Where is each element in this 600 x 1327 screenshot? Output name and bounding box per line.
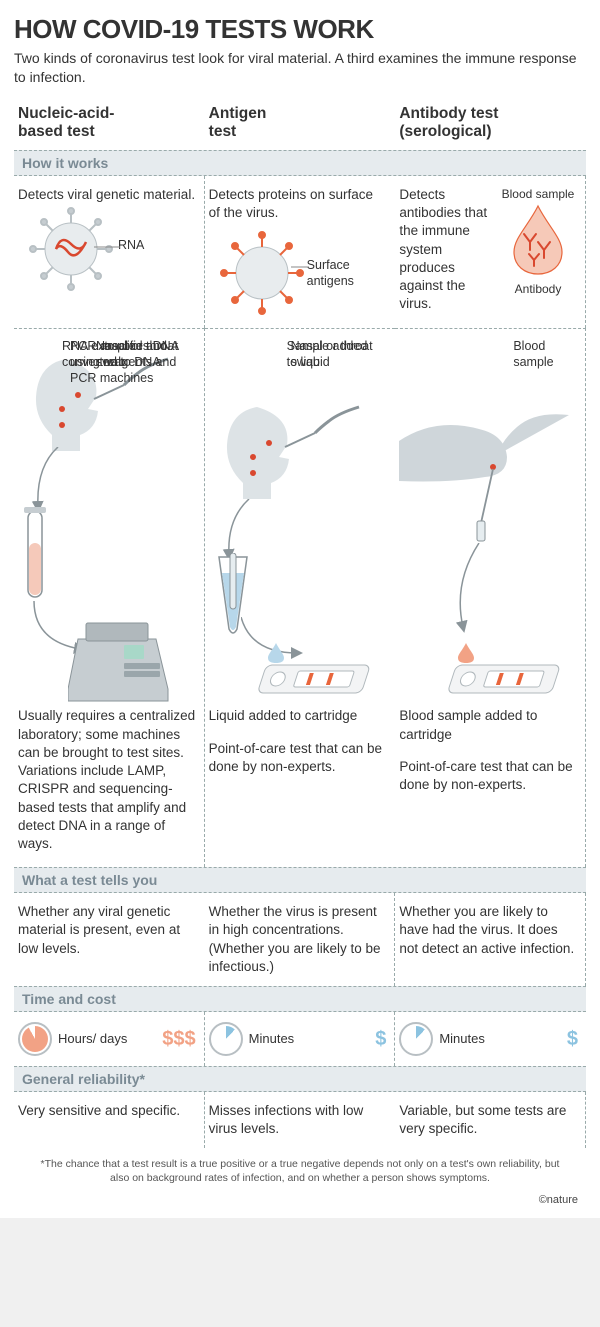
page-subtitle: Two kinds of coronavirus test look for v… (14, 49, 586, 87)
process-nucleic: Nasal or throat swab RNA extracted and c… (14, 328, 205, 867)
antibody-label: Antibody (499, 281, 577, 297)
pcr-label: PCR amplifies DNA using reagents and PCR… (70, 339, 190, 386)
tells-nucleic: Whether any viral genetic material is pr… (14, 893, 205, 986)
pcr-machine-icon (68, 615, 178, 705)
how-nucleic-text: Detects viral genetic material. (18, 186, 196, 204)
page-title: HOW COVID-19 TESTS WORK (14, 14, 586, 45)
virus-antigen-icon: Surface antigens (209, 228, 388, 318)
blood-label: Blood sample (513, 339, 583, 370)
section-what-tells: What a test tells you (14, 867, 586, 893)
reliability-nucleic: Very sensitive and specific. (14, 1092, 205, 1148)
how-antigen: Detects proteins on surface of the virus… (205, 176, 396, 328)
antibody-bottom2: Point-of-care test that can be done by n… (399, 758, 577, 794)
time-text: Minutes (439, 1030, 485, 1048)
cost-text: $$$ (162, 1026, 195, 1053)
timecost-nucleic: Hours/ days $$$ (14, 1012, 205, 1066)
cost-text: $ (567, 1026, 578, 1053)
clock-icon (209, 1022, 243, 1056)
head-swab-icon (209, 387, 379, 507)
blood-sample-label: Blood sample (499, 186, 577, 202)
credit: ©nature (14, 1192, 586, 1210)
test-cartridge-icon (443, 657, 563, 701)
tells-antigen: Whether the virus is present in high con… (205, 893, 396, 986)
clock-icon (18, 1022, 52, 1056)
col-head-antibody: Antibody test(serological) (395, 101, 586, 150)
antigen-label: Surface antigens (307, 258, 377, 289)
tells-antibody: Whether you are likely to have had the v… (395, 893, 586, 986)
how-nucleic: Detects viral genetic material. (14, 176, 205, 328)
rna-label: RNA (118, 238, 144, 254)
how-antibody-text: Detects antibodies that the immune syste… (399, 186, 493, 314)
how-antigen-text: Detects proteins on surface of the virus… (209, 186, 388, 222)
sample-label: Sample added to liquid (287, 339, 377, 370)
antigen-bottom1: Liquid added to cartridge (209, 707, 388, 725)
cost-text: $ (375, 1026, 386, 1053)
footnote: *The chance that a test result is a true… (14, 1148, 586, 1191)
test-tube-icon (22, 507, 48, 607)
clock-icon (399, 1022, 433, 1056)
blood-drop-icon: Blood sample Antibody (499, 186, 577, 314)
section-time-cost: Time and cost (14, 986, 586, 1012)
reliability-antibody: Variable, but some tests are very specif… (395, 1092, 586, 1148)
time-text: Hours/ days (58, 1032, 127, 1046)
section-how-it-works: How it works (14, 150, 586, 176)
test-cartridge-icon (253, 657, 373, 701)
col-head-antigen: Antigentest (205, 101, 396, 150)
process-antigen: Nasal or throat swab Sample added to liq… (205, 328, 396, 867)
antigen-bottom2: Point-of-care test that can be done by n… (209, 740, 388, 776)
how-antibody: Detects antibodies that the immune syste… (395, 176, 586, 328)
section-reliability: General reliability* (14, 1066, 586, 1092)
col-head-nucleic: Nucleic-acid-based test (14, 101, 205, 150)
time-text: Minutes (249, 1030, 295, 1048)
nucleic-bottom-text: Usually requires a centralized laborator… (18, 707, 196, 853)
infographic: HOW COVID-19 TESTS WORK Two kinds of cor… (0, 0, 600, 1218)
comparison-grid: Nucleic-acid-based test Antigentest Anti… (14, 101, 586, 1149)
timecost-antibody: Minutes $ (395, 1012, 586, 1066)
reliability-antigen: Misses infections with low virus levels. (205, 1092, 396, 1148)
virus-rna-icon: RNA (18, 204, 196, 294)
timecost-antigen: Minutes $ (205, 1012, 396, 1066)
process-antibody: Blood sample Blood sample added to (395, 328, 586, 867)
antibody-bottom1: Blood sample added to cartridge (399, 707, 577, 743)
finger-prick-icon (399, 405, 569, 555)
